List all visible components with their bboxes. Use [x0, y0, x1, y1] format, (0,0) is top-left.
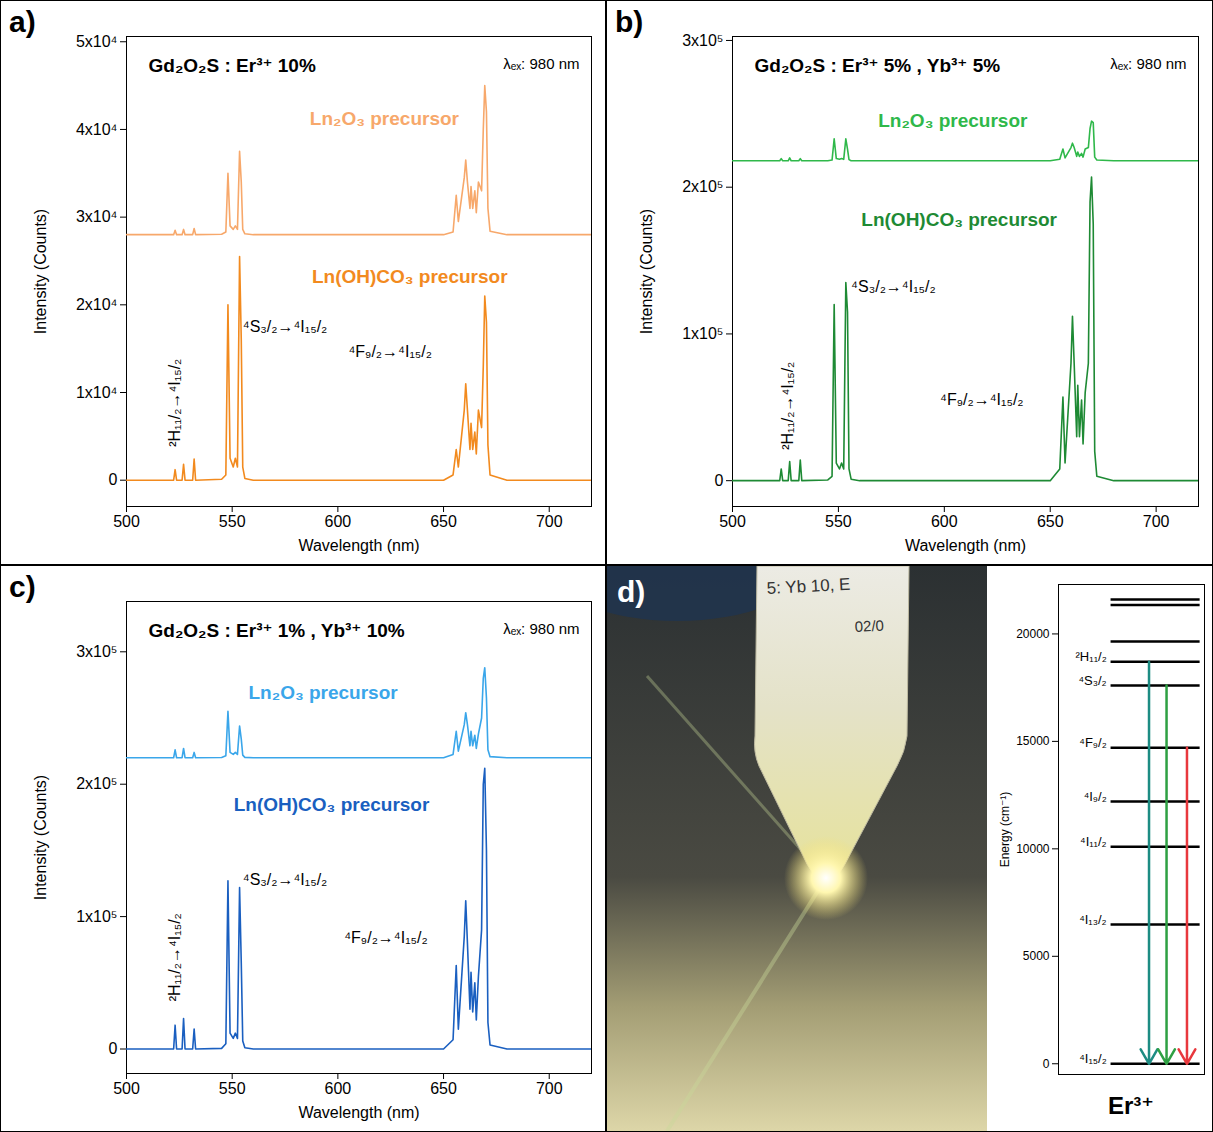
svg-text:700: 700	[536, 513, 563, 530]
svg-text:⁴I₉/₂: ⁴I₉/₂	[1084, 789, 1107, 804]
svg-text:4x10⁴: 4x10⁴	[76, 121, 118, 138]
svg-text:600: 600	[325, 1080, 352, 1097]
svg-text:⁴S₃/₂→⁴I₁₅/₂: ⁴S₃/₂→⁴I₁₅/₂	[243, 318, 328, 335]
svg-text:Wavelength (nm): Wavelength (nm)	[298, 1104, 419, 1121]
svg-text:Wavelength (nm): Wavelength (nm)	[298, 537, 419, 554]
svg-text:5: Yb 10, E: 5: Yb 10, E	[766, 575, 851, 598]
svg-text:1x10⁵: 1x10⁵	[682, 325, 723, 342]
svg-text:5000: 5000	[1023, 949, 1050, 963]
svg-text:0: 0	[109, 1040, 118, 1057]
svg-text:2x10⁵: 2x10⁵	[682, 178, 723, 195]
svg-text:650: 650	[430, 513, 457, 530]
svg-text:500: 500	[113, 513, 140, 530]
svg-text:²H₁₁/₂→⁴I₁₅/₂: ²H₁₁/₂→⁴I₁₅/₂	[166, 913, 183, 1001]
svg-text:d): d)	[617, 575, 645, 608]
svg-text:15000: 15000	[1016, 734, 1050, 748]
svg-text:⁴I₁₁/₂: ⁴I₁₁/₂	[1080, 834, 1107, 849]
svg-text:Ln₂O₃ precursor: Ln₂O₃ precursor	[878, 110, 1028, 131]
svg-text:⁴S₃/₂: ⁴S₃/₂	[1078, 673, 1106, 688]
svg-text:Gd₂O₂S : Er³⁺ 1% , Yb³⁺ 10%: Gd₂O₂S : Er³⁺ 1% , Yb³⁺ 10%	[149, 620, 405, 641]
svg-text:650: 650	[430, 1080, 457, 1097]
html-text:b): b)	[615, 5, 644, 38]
svg-text:Intensity (Counts): Intensity (Counts)	[638, 209, 655, 334]
svg-text:⁴I₁₃/₂: ⁴I₁₃/₂	[1079, 912, 1107, 927]
svg-text:0: 0	[1043, 1057, 1050, 1071]
svg-text:3x10⁵: 3x10⁵	[76, 643, 117, 660]
svg-text:Ln₂O₃ precursor: Ln₂O₃ precursor	[248, 682, 398, 703]
svg-text:550: 550	[219, 513, 246, 530]
svg-text:3x10⁵: 3x10⁵	[682, 32, 723, 49]
html-text:c): c)	[9, 570, 36, 603]
svg-text:Gd₂O₂S : Er³⁺ 5% , Yb³⁺ 5%: Gd₂O₂S : Er³⁺ 5% , Yb³⁺ 5%	[755, 55, 1001, 76]
svg-text:Ln(OH)CO₃ precursor: Ln(OH)CO₃ precursor	[234, 794, 430, 815]
svg-text:⁴S₃/₂→⁴I₁₅/₂: ⁴S₃/₂→⁴I₁₅/₂	[243, 871, 328, 888]
svg-text:550: 550	[219, 1080, 246, 1097]
svg-text:02/0: 02/0	[854, 616, 884, 635]
svg-text:λₑₓ: 980 nm: λₑₓ: 980 nm	[1110, 55, 1186, 72]
svg-text:⁴I₁₅/₂: ⁴I₁₅/₂	[1079, 1051, 1106, 1066]
svg-text:1x10⁴: 1x10⁴	[76, 384, 118, 401]
svg-text:⁴F₉/₂→⁴I₁₅/₂: ⁴F₉/₂→⁴I₁₅/₂	[940, 391, 1023, 408]
svg-text:²H₁₁/₂: ²H₁₁/₂	[1076, 649, 1107, 664]
svg-text:600: 600	[325, 513, 352, 530]
svg-text:λₑₓ: 980 nm: λₑₓ: 980 nm	[503, 55, 579, 72]
svg-text:500: 500	[719, 513, 746, 530]
svg-text:Energy (cm⁻¹): Energy (cm⁻¹)	[998, 792, 1012, 868]
svg-text:Intensity (Counts): Intensity (Counts)	[32, 209, 49, 334]
svg-text:Gd₂O₂S : Er³⁺ 10%: Gd₂O₂S : Er³⁺ 10%	[149, 55, 316, 76]
svg-text:⁴F₉/₂: ⁴F₉/₂	[1079, 735, 1106, 750]
svg-text:700: 700	[1143, 513, 1170, 530]
svg-text:2x10⁴: 2x10⁴	[76, 296, 118, 313]
html-text:a): a)	[9, 5, 36, 38]
svg-text:⁴S₃/₂→⁴I₁₅/₂: ⁴S₃/₂→⁴I₁₅/₂	[851, 278, 936, 295]
svg-text:Intensity (Counts): Intensity (Counts)	[32, 775, 49, 900]
svg-text:5x10⁴: 5x10⁴	[76, 33, 118, 50]
svg-text:20000: 20000	[1016, 627, 1050, 641]
html-text:Er³⁺: Er³⁺	[1108, 1092, 1154, 1119]
svg-text:⁴F₉/₂→⁴I₁₅/₂: ⁴F₉/₂→⁴I₁₅/₂	[344, 929, 427, 946]
svg-text:500: 500	[113, 1080, 140, 1097]
svg-text:10000: 10000	[1016, 842, 1050, 856]
svg-text:0: 0	[109, 471, 118, 488]
svg-text:Ln₂O₃ precursor: Ln₂O₃ precursor	[310, 108, 460, 129]
svg-text:1x10⁵: 1x10⁵	[76, 908, 117, 925]
svg-text:Wavelength (nm): Wavelength (nm)	[905, 537, 1026, 554]
svg-text:²H₁₁/₂→⁴I₁₅/₂: ²H₁₁/₂→⁴I₁₅/₂	[166, 359, 183, 447]
svg-text:Ln(OH)CO₃ precursor: Ln(OH)CO₃ precursor	[312, 266, 508, 287]
svg-text:⁴F₉/₂→⁴I₁₅/₂: ⁴F₉/₂→⁴I₁₅/₂	[348, 343, 431, 360]
svg-text:0: 0	[715, 472, 724, 489]
svg-text:550: 550	[825, 513, 852, 530]
svg-text:2x10⁵: 2x10⁵	[76, 775, 117, 792]
svg-text:650: 650	[1037, 513, 1064, 530]
svg-text:600: 600	[931, 513, 958, 530]
svg-text:3x10⁴: 3x10⁴	[76, 208, 118, 225]
svg-text:λₑₓ: 980 nm: λₑₓ: 980 nm	[503, 620, 579, 637]
svg-text:700: 700	[536, 1080, 563, 1097]
svg-text:Ln(OH)CO₃ precursor: Ln(OH)CO₃ precursor	[861, 209, 1057, 230]
svg-text:²H₁₁/₂→⁴I₁₅/₂: ²H₁₁/₂→⁴I₁₅/₂	[779, 362, 796, 450]
